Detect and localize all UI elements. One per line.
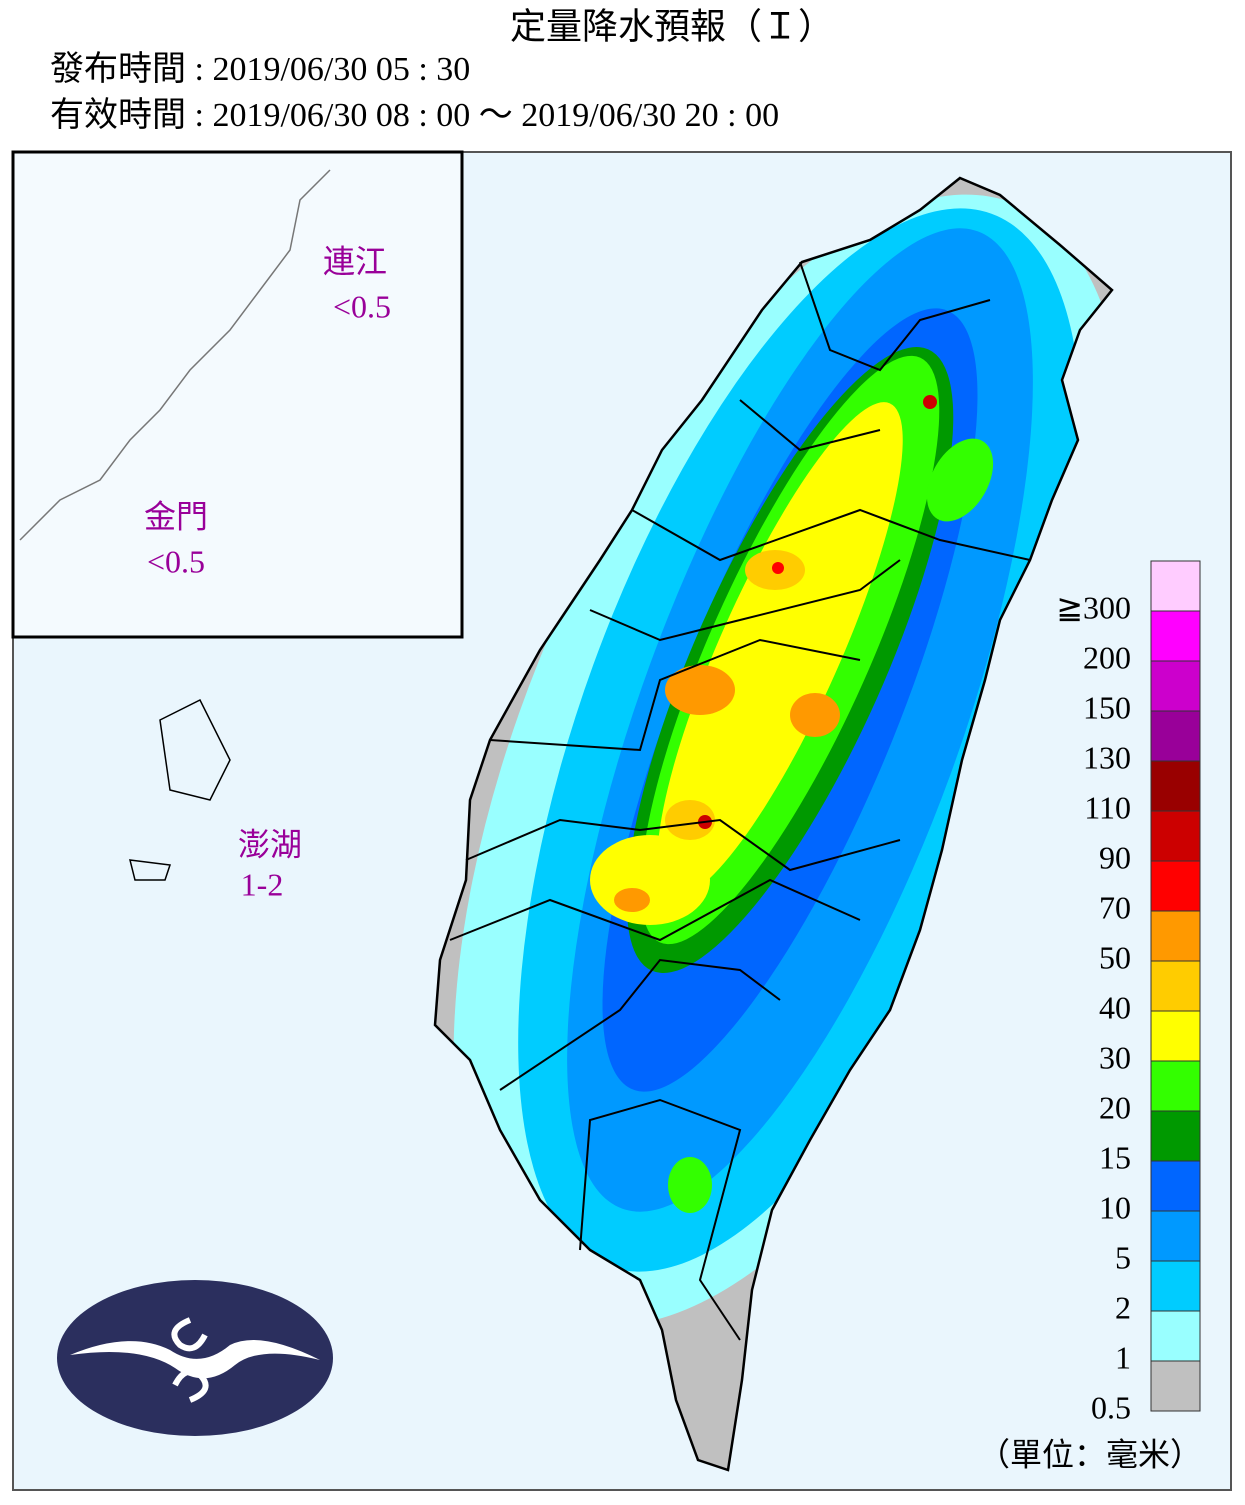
legend-swatch [1150,1360,1201,1412]
legend-swatch [1150,1110,1201,1162]
legend-label: 1 [1115,1339,1131,1375]
county-borders [449,261,1031,1341]
legend-label: 110 [1084,789,1131,825]
penghu-outline [129,698,231,881]
issue-time: 發布時間 : 2019/06/30 05 : 30 [50,50,470,88]
legend-swatch [1150,1060,1201,1112]
inset-coast [19,169,331,541]
legend-swatch [1150,1210,1201,1262]
legend-swatch [1150,860,1201,912]
legend-swatch [1150,1310,1201,1362]
inset-box [11,150,464,639]
legend-label: 15 [1099,1139,1131,1175]
legend-swatch [1150,960,1201,1012]
legend-swatch [1150,610,1201,662]
legend-label: 30 [1099,1039,1131,1075]
legend-label: 2 [1115,1289,1131,1325]
legend-swatch [1150,910,1201,962]
title: 定量降水預報（Ｉ） [510,6,834,46]
legend-label: 150 [1083,689,1131,725]
region-name: 澎湖 [238,826,302,862]
valid-time: 有效時間 : 2019/06/30 08 : 00 ～ 2019/06/30 2… [50,96,779,134]
unit: （單位：毫米） [978,1436,1202,1472]
legend-swatch [1150,1260,1201,1312]
legend-label: 5 [1115,1239,1131,1275]
legend-label: 50 [1099,939,1131,975]
legend-swatch [1150,1010,1201,1062]
legend-label: 20 [1099,1089,1131,1125]
legend-swatch [1150,560,1201,612]
region-name: 金門 [144,498,208,534]
legend-swatch [1150,710,1201,762]
legend-label: 10 [1099,1189,1131,1225]
legend-swatch [1150,1160,1201,1212]
region-amount: <0.5 [333,288,391,324]
legend-label: 0.5 [1091,1389,1131,1425]
legend-label: ≧300 [1056,589,1131,625]
legend-label: 130 [1083,739,1131,775]
legend-swatch [1150,660,1201,712]
legend-label: 40 [1099,989,1131,1025]
legend-swatch [1150,760,1201,812]
region-amount: <0.5 [147,543,205,579]
legend-label: 200 [1083,639,1131,675]
logo [57,1280,333,1436]
legend-label: 70 [1099,889,1131,925]
legend-label: 90 [1099,839,1131,875]
region-amount: 1-2 [241,866,284,902]
legend: ≧300 200 150 130 110 90 70 50 40 30 20 15 10 5 2 1 0.5 [1056,560,1201,1425]
region-name: 連江 [323,243,387,279]
legend-swatch [1150,810,1201,862]
